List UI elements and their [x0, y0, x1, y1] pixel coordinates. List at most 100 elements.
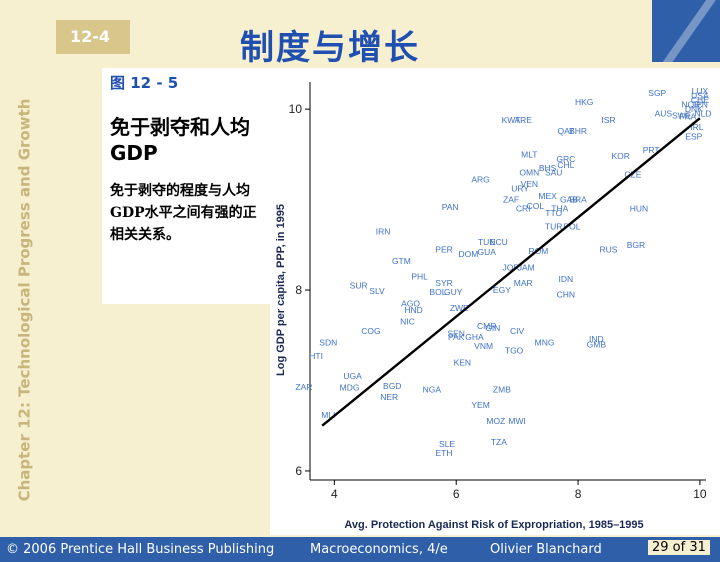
data-point-label: ZWE	[450, 303, 469, 313]
data-point-label: MNG	[535, 338, 555, 348]
data-point-label: NIC	[400, 317, 415, 327]
data-point-label: ARE	[514, 115, 532, 125]
data-point-label: PAN	[442, 202, 459, 212]
data-point-label: SWE	[672, 110, 692, 120]
data-point-label: SEN	[447, 328, 464, 338]
data-point-label: UGA	[343, 371, 362, 381]
data-point-label: ESP	[685, 131, 702, 141]
data-point-label: IND	[589, 334, 604, 344]
data-point-label: NGA	[423, 385, 442, 395]
footer-book: Macroeconomics, 4/e	[310, 542, 448, 557]
data-point-label: ECU	[490, 237, 508, 247]
data-point-label: MLI	[321, 410, 335, 420]
data-point-label: USA	[691, 91, 709, 101]
data-point-label: PER	[435, 244, 452, 254]
data-point-label: GUY	[444, 287, 463, 297]
section-badge: 12-4	[56, 20, 130, 54]
data-point-label: KOR	[611, 151, 629, 161]
section-number: 12-4	[70, 27, 111, 46]
data-point-label: CHE	[691, 95, 709, 105]
data-point-label: IRL	[690, 122, 704, 132]
data-point-label: THA	[551, 204, 568, 214]
data-point-label: CHN	[557, 290, 575, 300]
data-point-label: GUA	[477, 247, 496, 257]
data-point-label: BHR	[569, 126, 587, 136]
data-point-label: MEX	[538, 191, 557, 201]
y-tick-label: 6	[295, 464, 302, 478]
data-point-label: SYR	[435, 278, 452, 288]
data-point-label: TGO	[505, 346, 524, 356]
data-point-label: NOR	[681, 100, 700, 110]
data-point-label: SLE	[439, 439, 455, 449]
data-point-label: GIN	[485, 323, 500, 333]
data-point-label: BOL	[429, 287, 446, 297]
data-point-label: CMR	[477, 321, 496, 331]
x-tick-label: 4	[331, 487, 338, 501]
data-point-label: IRN	[376, 226, 391, 236]
fit-line	[321, 117, 701, 427]
data-point-label: RUS	[600, 244, 618, 254]
data-point-label: ISR	[601, 115, 615, 125]
footer-bar: © 2006 Prentice Hall Business Publishing…	[0, 537, 720, 562]
data-point-label: OMN	[519, 167, 539, 177]
data-point-label: MDG	[340, 383, 360, 393]
chapter-sidebar-text: Chapter 12: Technological Progress and G…	[15, 98, 34, 502]
data-point-label: KWT	[502, 115, 521, 125]
data-point-label: URY	[511, 184, 529, 194]
data-point-label: JOR	[503, 262, 520, 272]
data-point-label: EGY	[493, 285, 511, 295]
data-point-label: SAU	[545, 167, 562, 177]
data-point-label: HUN	[630, 204, 648, 214]
data-point-label: SUR	[350, 281, 368, 291]
chapter-sidebar: Chapter 12: Technological Progress and G…	[2, 90, 48, 510]
x-tick-label: 6	[453, 487, 460, 501]
data-point-label: YEM	[471, 400, 489, 410]
data-point-label: MOZ	[486, 416, 505, 426]
data-point-label: TTO	[545, 208, 562, 218]
figure-heading: 免于剥夺和人均GDP	[110, 115, 250, 165]
y-tick-label: 10	[289, 102, 303, 116]
data-point-label: QAT	[557, 126, 574, 136]
data-point-label: KEN	[454, 357, 471, 367]
data-point-label: GRC	[556, 154, 575, 164]
corner-decoration	[652, 0, 720, 62]
figure-description: 免于剥夺的程度与人均GDP水平之间有强的正相关关系。	[110, 183, 257, 243]
data-point-label: BGD	[383, 381, 401, 391]
x-tick-label: 8	[575, 487, 582, 501]
data-point-label: NER	[380, 392, 398, 402]
data-point-label: GMB	[587, 339, 607, 349]
data-point-label: GHA	[465, 332, 484, 342]
data-point-label: JPN	[692, 100, 708, 110]
data-point-label: VNM	[474, 341, 493, 351]
x-axis-label: Avg. Protection Against Risk of Expropri…	[344, 519, 643, 531]
data-point-label: IDN	[559, 274, 574, 284]
data-point-label: COL	[527, 201, 545, 211]
data-point-label: GTM	[392, 256, 411, 266]
data-point-label: AUS	[655, 109, 673, 119]
data-point-label: HTI	[309, 351, 323, 361]
data-point-label: BHS	[539, 163, 557, 173]
data-point-label: ZMB	[493, 385, 511, 395]
data-point-label: FRA	[679, 111, 696, 121]
footer-author: Olivier Blanchard	[490, 542, 602, 557]
chart-axes	[309, 82, 706, 481]
x-tick-label: 10	[693, 487, 707, 501]
chart-ticks: 4 6 8 10 6 8 10	[289, 102, 707, 501]
data-point-label: CZE	[624, 169, 641, 179]
y-tick-label: 8	[295, 283, 302, 297]
data-point-label: POL	[563, 222, 580, 232]
text-panel: 图 12 - 5 免于剥夺和人均GDP 免于剥夺的程度与人均GDP水平之间有强的…	[102, 68, 270, 304]
data-point-label: GAB	[560, 195, 578, 205]
data-point-label: SGP	[648, 88, 666, 98]
data-point-label: BGR	[627, 240, 645, 250]
data-point-label: NLD	[694, 109, 711, 119]
data-point-label: TUN	[478, 237, 495, 247]
data-point-label: HND	[404, 305, 422, 315]
data-point-label: BRA	[569, 195, 587, 205]
figure-label: 图 12 - 5	[110, 74, 179, 92]
footer-copyright: © 2006 Prentice Hall Business Publishing	[6, 542, 275, 557]
chart-panel: 4 6 8 10 6 8 10 LUX USA CHE JPN SGP NOR DNK AUS SWE NLD…	[270, 68, 720, 535]
data-point-label: COG	[361, 326, 380, 336]
